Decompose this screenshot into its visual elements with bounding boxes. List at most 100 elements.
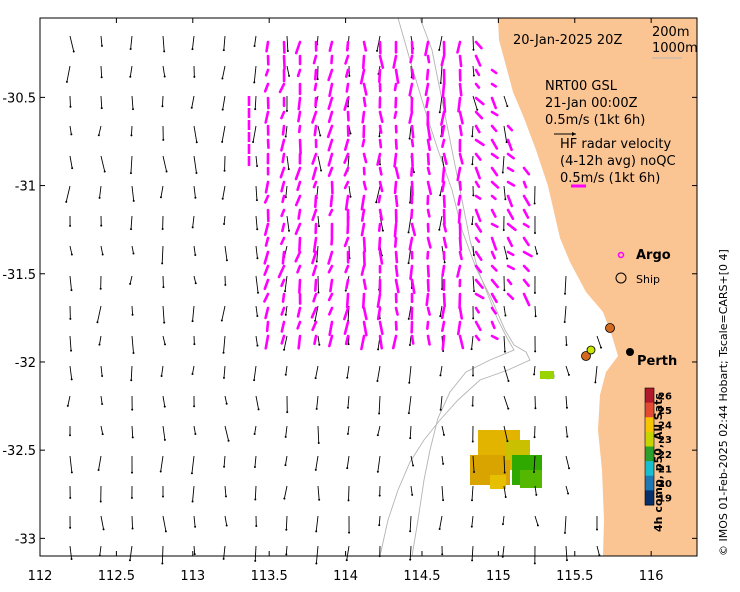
radar-arrow bbox=[426, 306, 431, 316]
radar-arrow bbox=[424, 82, 430, 97]
current-arrow bbox=[503, 365, 509, 382]
current-arrow bbox=[286, 215, 290, 231]
current-arrowhead bbox=[347, 105, 350, 108]
current-arrowhead bbox=[70, 253, 73, 256]
current-arrowhead bbox=[506, 105, 509, 108]
current-arrow bbox=[98, 125, 102, 136]
current-arrowhead bbox=[533, 436, 536, 439]
radar-arrow bbox=[440, 110, 446, 126]
current-arrowhead bbox=[193, 405, 196, 408]
radar-arrow bbox=[408, 82, 414, 97]
current-arrowhead bbox=[349, 195, 352, 198]
current-arrow bbox=[255, 215, 258, 230]
current-arrow bbox=[316, 35, 319, 45]
sst-colorbar: 26 25 24 23 22 21 20 19 bbox=[644, 387, 672, 506]
current-arrowhead bbox=[159, 196, 162, 199]
current-arrowhead bbox=[286, 411, 289, 414]
radar-arrow bbox=[506, 264, 516, 271]
current-arrowhead bbox=[534, 407, 537, 410]
current-arrow bbox=[254, 35, 257, 47]
radar-arrow bbox=[394, 194, 399, 208]
legend-argo: Argo bbox=[636, 248, 671, 263]
radar-arrow bbox=[343, 306, 350, 321]
radar-arrow bbox=[280, 278, 286, 288]
radar-arrow bbox=[458, 152, 464, 165]
radar-arrow bbox=[424, 40, 430, 57]
current-arrow bbox=[472, 95, 478, 110]
current-arrow bbox=[192, 215, 195, 228]
radar-arrow bbox=[263, 82, 270, 93]
current-arrowhead bbox=[252, 141, 255, 144]
radar-arrow bbox=[311, 152, 318, 165]
current-arrow bbox=[440, 65, 443, 84]
current-arrowhead bbox=[222, 376, 225, 379]
current-arrow bbox=[255, 185, 258, 201]
current-arrowhead bbox=[535, 493, 538, 496]
current-arrowhead bbox=[253, 44, 256, 47]
current-arrowhead bbox=[568, 467, 571, 470]
colorbar-tick: 24 bbox=[658, 421, 672, 432]
current-arrow bbox=[376, 365, 381, 382]
radar-arrow bbox=[362, 180, 368, 191]
current-arrow bbox=[472, 65, 475, 76]
current-arrowhead bbox=[502, 229, 505, 232]
current-arrowhead bbox=[348, 74, 351, 77]
current-arrowhead bbox=[376, 434, 379, 437]
current-arrowhead bbox=[284, 313, 287, 316]
legend-ship: Ship bbox=[636, 273, 660, 286]
current-arrowhead bbox=[131, 313, 134, 316]
radar-arrow bbox=[506, 124, 514, 132]
current-arrow bbox=[130, 365, 133, 381]
radar-arrow bbox=[442, 292, 446, 308]
radar-arrow bbox=[474, 278, 484, 289]
current-arrow bbox=[69, 35, 75, 52]
current-arrow bbox=[285, 425, 288, 437]
current-arrow bbox=[316, 395, 319, 409]
radar-arrow bbox=[297, 334, 302, 350]
current-arrowhead bbox=[439, 408, 442, 411]
radar-arrow bbox=[378, 180, 384, 193]
radar-arrow bbox=[506, 208, 515, 221]
current-arrowhead bbox=[533, 562, 536, 565]
radar-arrow bbox=[474, 96, 485, 106]
current-arrow bbox=[503, 425, 508, 442]
radar-arrow bbox=[311, 320, 318, 332]
radar-arrow bbox=[490, 124, 498, 133]
radar-arrow bbox=[392, 54, 398, 69]
radar-arrow bbox=[442, 96, 447, 113]
current-arrowhead bbox=[564, 292, 567, 295]
current-arrowhead bbox=[253, 432, 256, 435]
current-arrowhead bbox=[132, 199, 135, 202]
current-arrowhead bbox=[348, 531, 351, 534]
current-arrow bbox=[69, 545, 72, 560]
current-arrowhead bbox=[473, 290, 476, 293]
radar-arrow bbox=[440, 54, 446, 67]
current-arrowhead bbox=[254, 559, 257, 562]
current-arrowhead bbox=[194, 282, 197, 285]
radar-arrow bbox=[474, 208, 482, 223]
current-arrowhead bbox=[506, 257, 509, 260]
current-arrowhead bbox=[256, 344, 259, 347]
radar-arrow bbox=[264, 306, 270, 320]
current-arrow bbox=[100, 35, 103, 46]
radar-arrow bbox=[442, 236, 448, 249]
current-arrowhead bbox=[565, 559, 568, 562]
current-arrow bbox=[223, 545, 226, 559]
radar-arrow bbox=[522, 194, 531, 207]
current-arrowhead bbox=[194, 253, 197, 256]
radar-arrow bbox=[281, 194, 286, 204]
current-arrow bbox=[315, 515, 319, 532]
current-arrowhead bbox=[411, 493, 414, 496]
radar-arrow bbox=[457, 194, 462, 206]
current-arrowhead bbox=[472, 74, 475, 77]
radar-arrow bbox=[327, 292, 334, 302]
radar-arrow bbox=[313, 82, 318, 92]
current-arrowhead bbox=[472, 48, 475, 51]
current-arrowhead bbox=[472, 374, 475, 377]
current-arrowhead bbox=[347, 499, 350, 502]
current-arrowhead bbox=[223, 169, 226, 172]
radar-arrow bbox=[426, 334, 431, 346]
radar-arrow bbox=[425, 292, 430, 307]
radar-arrow bbox=[456, 264, 462, 278]
current-arrowhead bbox=[283, 348, 286, 351]
